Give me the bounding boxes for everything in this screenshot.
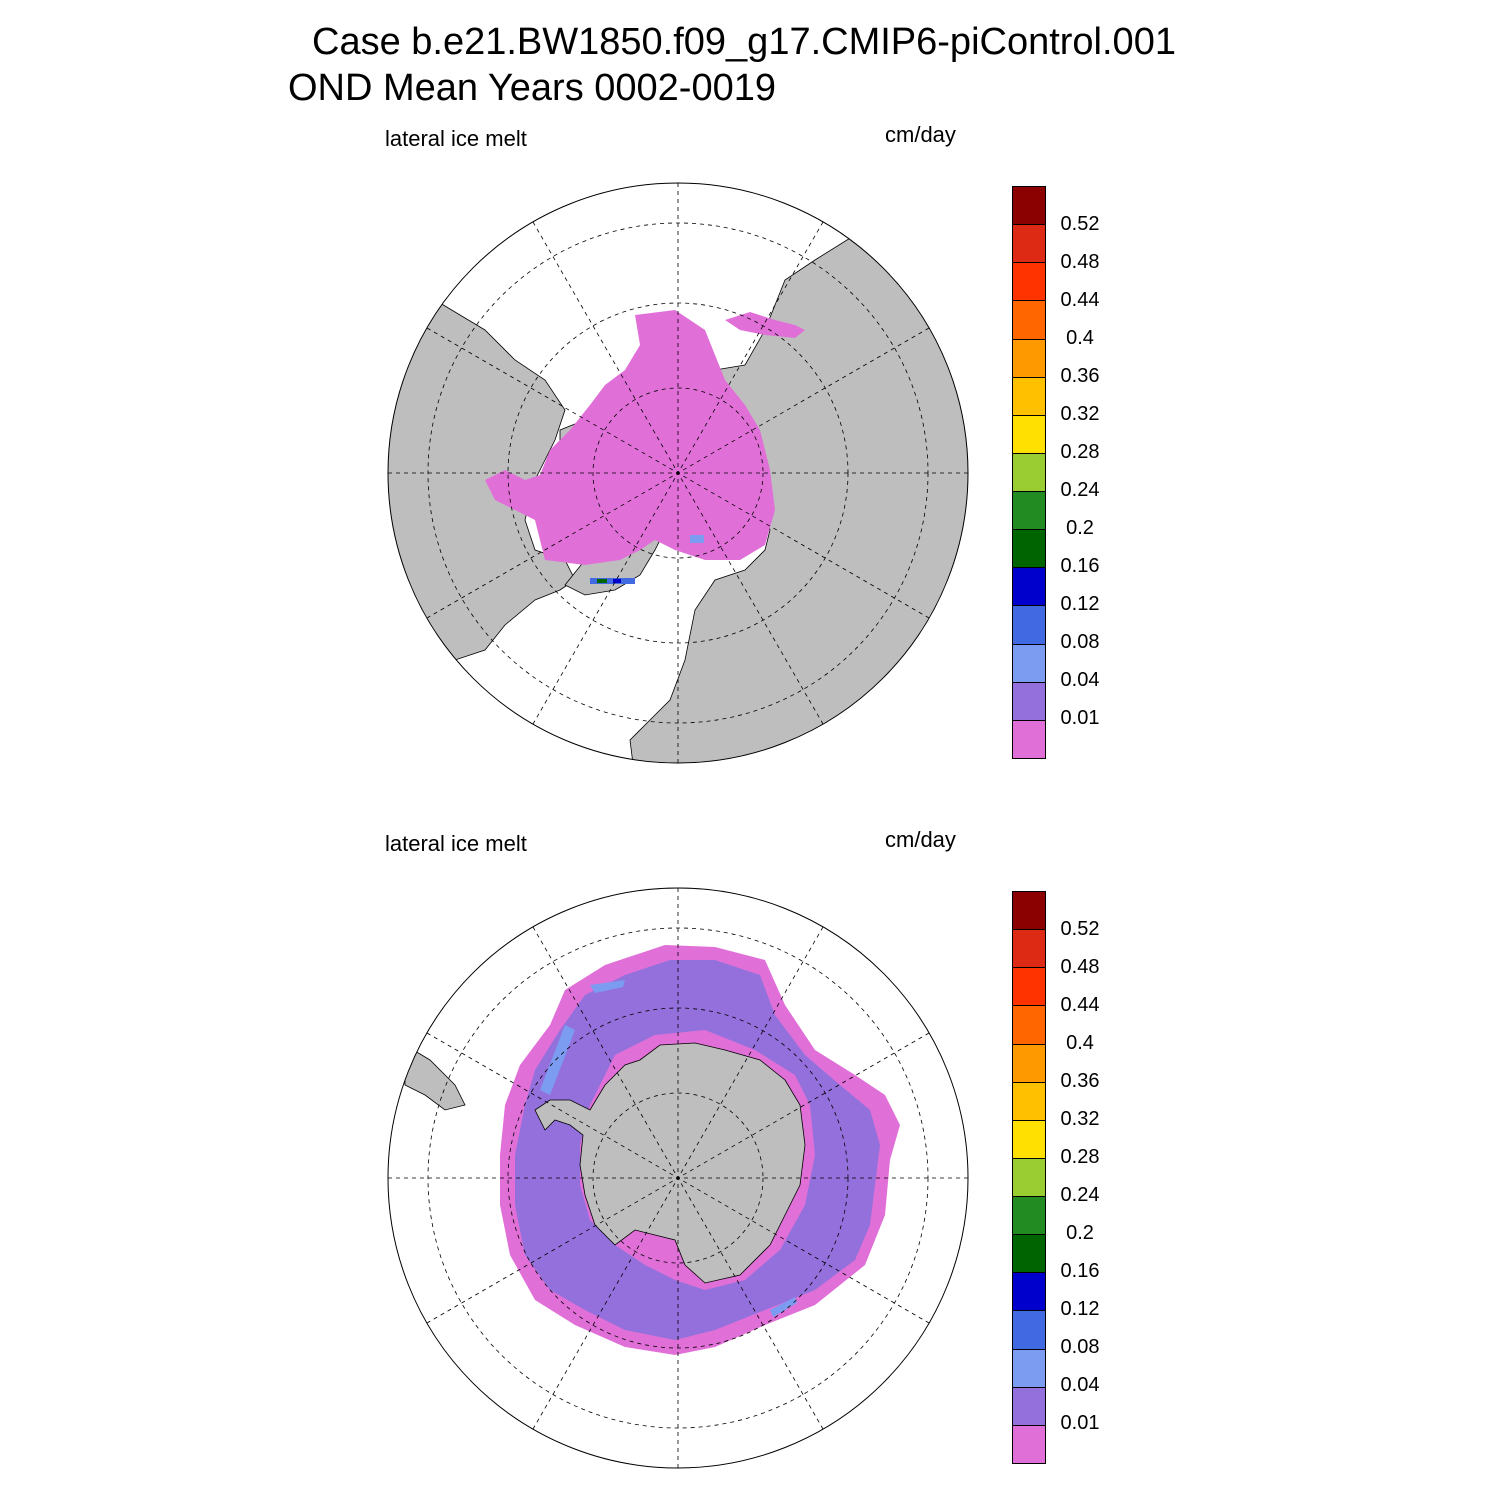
colorbar-swatch bbox=[1012, 1272, 1046, 1312]
south-melt-streak-3 bbox=[770, 1297, 797, 1317]
north-colorbar-tick: 0.52 bbox=[1060, 213, 1100, 235]
north-polar-map bbox=[387, 182, 969, 764]
colorbar-swatch bbox=[1012, 567, 1046, 607]
north-colorbar-tick: 0.44 bbox=[1060, 289, 1100, 311]
colorbar-swatch bbox=[1012, 605, 1046, 645]
north-colorbar-tick: 0.28 bbox=[1060, 441, 1100, 463]
colorbar-swatch bbox=[1012, 967, 1046, 1007]
colorbar-swatch bbox=[1012, 643, 1046, 683]
colorbar-swatch bbox=[1012, 1005, 1046, 1045]
colorbar-swatch bbox=[1012, 1310, 1046, 1350]
colorbar-swatch bbox=[1012, 891, 1046, 931]
north-colorbar-tick: 0.08 bbox=[1060, 631, 1100, 653]
south-colorbar-tick: 0.28 bbox=[1060, 1146, 1100, 1168]
south-colorbar-tick: 0.12 bbox=[1060, 1298, 1100, 1320]
south-melt-streak-2 bbox=[590, 980, 625, 993]
colorbar-swatch bbox=[1012, 300, 1046, 340]
south-variable-label: lateral ice melt bbox=[385, 831, 527, 856]
plot-title-line1: Case b.e21.BW1850.f09_g17.CMIP6-piContro… bbox=[312, 21, 1176, 63]
north-colorbar-tick: 0.24 bbox=[1060, 479, 1100, 501]
north-colorbar-tick: 0.16 bbox=[1060, 555, 1100, 577]
colorbar-swatch bbox=[1012, 338, 1046, 378]
north-colorbar-tick: 0.04 bbox=[1060, 669, 1100, 691]
south-colorbar-tick: 0.48 bbox=[1060, 956, 1100, 978]
south-colorbar-tick: 0.44 bbox=[1060, 994, 1100, 1016]
colorbar-swatch bbox=[1012, 1196, 1046, 1236]
land-north-america bbox=[388, 279, 576, 661]
south-colorbar-tick: 0.08 bbox=[1060, 1336, 1100, 1358]
colorbar-swatch bbox=[1012, 1424, 1046, 1464]
colorbar-swatch bbox=[1012, 1348, 1046, 1388]
colorbar-swatch bbox=[1012, 262, 1046, 302]
north-ice-field bbox=[485, 310, 775, 565]
colorbar-swatch bbox=[1012, 1043, 1046, 1083]
colorbar-swatch bbox=[1012, 414, 1046, 454]
plot-title-line2: OND Mean Years 0002-0019 bbox=[288, 67, 776, 109]
north-ice-field-east bbox=[725, 312, 805, 338]
south-colorbar-tick: 0.52 bbox=[1060, 918, 1100, 940]
colorbar-swatch bbox=[1012, 1157, 1046, 1198]
colorbar-swatch bbox=[1012, 491, 1046, 531]
north-colorbar-tick: 0.32 bbox=[1060, 403, 1100, 425]
north-units-label: cm/day bbox=[885, 122, 956, 147]
south-colorbar-tick: 0.36 bbox=[1060, 1070, 1100, 1092]
south-colorbar-tick: 0.04 bbox=[1060, 1374, 1100, 1396]
south-colorbar-tick: 0.32 bbox=[1060, 1108, 1100, 1130]
north-colorbar-tick: 0.01 bbox=[1060, 707, 1100, 729]
colorbar-swatch bbox=[1012, 376, 1046, 416]
south-colorbar-tick: 0.16 bbox=[1060, 1260, 1100, 1282]
south-colorbar-tick: 0.01 bbox=[1060, 1412, 1100, 1434]
colorbar-swatch bbox=[1012, 1386, 1046, 1426]
north-colorbar-tick: 0.4 bbox=[1066, 327, 1094, 349]
south-melt-streak-1 bbox=[540, 1025, 575, 1095]
land-south-america bbox=[404, 1044, 466, 1111]
north-colorbar-tick: 0.12 bbox=[1060, 593, 1100, 615]
south-colorbar-tick: 0.4 bbox=[1066, 1032, 1094, 1054]
south-colorbar: 0.52 0.48 0.44 0.4 0.36 0.32 0.28 0.24 0… bbox=[1000, 891, 1120, 1464]
colorbar-swatch bbox=[1012, 681, 1046, 721]
colorbar-swatch bbox=[1012, 186, 1046, 226]
colorbar-swatch bbox=[1012, 224, 1046, 264]
north-colorbar: 0.52 0.48 0.44 0.4 0.36 0.32 0.28 0.24 0… bbox=[1000, 186, 1120, 759]
north-colorbar-tick: 0.36 bbox=[1060, 365, 1100, 387]
colorbar-swatch bbox=[1012, 1119, 1046, 1159]
colorbar-swatch bbox=[1012, 529, 1046, 569]
land-antarctica bbox=[534, 1042, 806, 1284]
north-colorbar-tick: 0.2 bbox=[1066, 517, 1094, 539]
colorbar-swatch bbox=[1012, 719, 1046, 759]
south-colorbar-tick: 0.24 bbox=[1060, 1184, 1100, 1206]
north-colorbar-tick: 0.48 bbox=[1060, 251, 1100, 273]
colorbar-swatch bbox=[1012, 452, 1046, 493]
south-units-label: cm/day bbox=[885, 827, 956, 852]
colorbar-swatch bbox=[1012, 1234, 1046, 1274]
colorbar-swatch bbox=[1012, 929, 1046, 969]
north-variable-label: lateral ice melt bbox=[385, 126, 527, 151]
south-polar-map bbox=[387, 887, 969, 1469]
south-colorbar-tick: 0.2 bbox=[1066, 1222, 1094, 1244]
colorbar-swatch bbox=[1012, 1081, 1046, 1121]
north-high-melt-patch bbox=[590, 578, 635, 584]
